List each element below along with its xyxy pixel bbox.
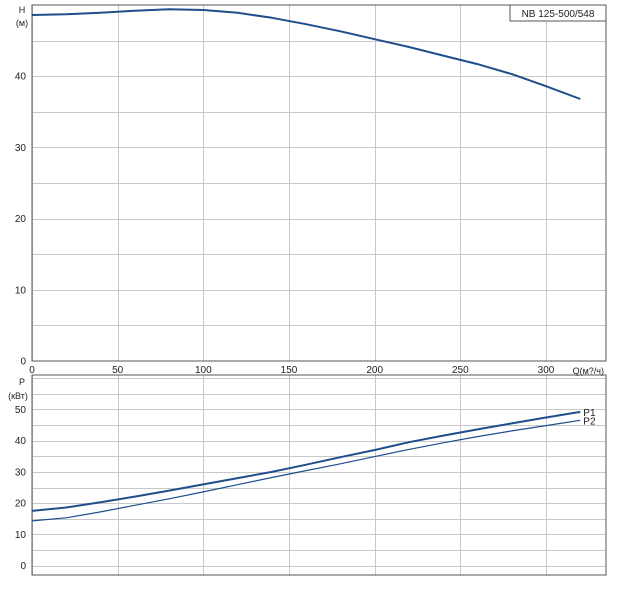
head-curve [31, 8, 581, 100]
power-series-label-p1: P1 [583, 408, 596, 419]
power-ylabel-unit: (кВт) [8, 391, 28, 401]
head-panel: 0 10 20 30 40 0 50 100 150 200 250 300 H (м) Q(м?/… [15, 4, 607, 376]
power-curve-p2 [31, 419, 581, 522]
power-ylabel: P [19, 377, 25, 387]
head-ylabel-unit: (м) [16, 18, 28, 28]
power-y-tick-label: 40 [15, 436, 27, 447]
head-x-tick-label: 200 [366, 365, 383, 376]
head-y-tick-label: 20 [15, 214, 27, 225]
head-y-tick-label: 10 [15, 285, 27, 296]
power-y-tick-label: 10 [15, 530, 27, 541]
head-y-tick-label: 40 [15, 72, 27, 83]
title-box [509, 4, 607, 22]
power-plot-frame [31, 374, 607, 576]
head-x-tick-label: 150 [281, 365, 298, 376]
head-xlabel: Q(м?/ч) [573, 366, 604, 376]
head-x-tick-label: 50 [112, 365, 124, 376]
power-y-tick-label: 50 [15, 405, 27, 416]
power-y-tick-label: 0 [20, 561, 26, 572]
head-x-tick-label: 0 [29, 365, 35, 376]
head-y-tick-label: 30 [15, 143, 27, 154]
head-y-tick-label: 0 [20, 357, 26, 368]
head-plot-frame [31, 4, 607, 362]
head-x-ticks: 0 50 100 150 200 250 300 [29, 365, 555, 376]
power-grid [32, 375, 606, 575]
head-x-tick-label: 100 [195, 365, 212, 376]
power-y-ticks: 0 10 20 30 40 50 [15, 405, 27, 572]
head-x-tick-label: 250 [452, 365, 469, 376]
head-grid [32, 5, 606, 361]
power-y-tick-label: 20 [15, 499, 27, 510]
power-y-tick-label: 30 [15, 467, 27, 478]
head-x-tick-label: 300 [538, 365, 555, 376]
head-series [31, 8, 581, 100]
chart-title: NB 125-500/548 [522, 9, 595, 20]
head-y-ticks: 0 10 20 30 40 [15, 72, 27, 368]
head-ylabel: H [19, 5, 26, 15]
power-curve-p1 [31, 410, 581, 512]
power-series-label-p2: P2 [583, 416, 596, 427]
